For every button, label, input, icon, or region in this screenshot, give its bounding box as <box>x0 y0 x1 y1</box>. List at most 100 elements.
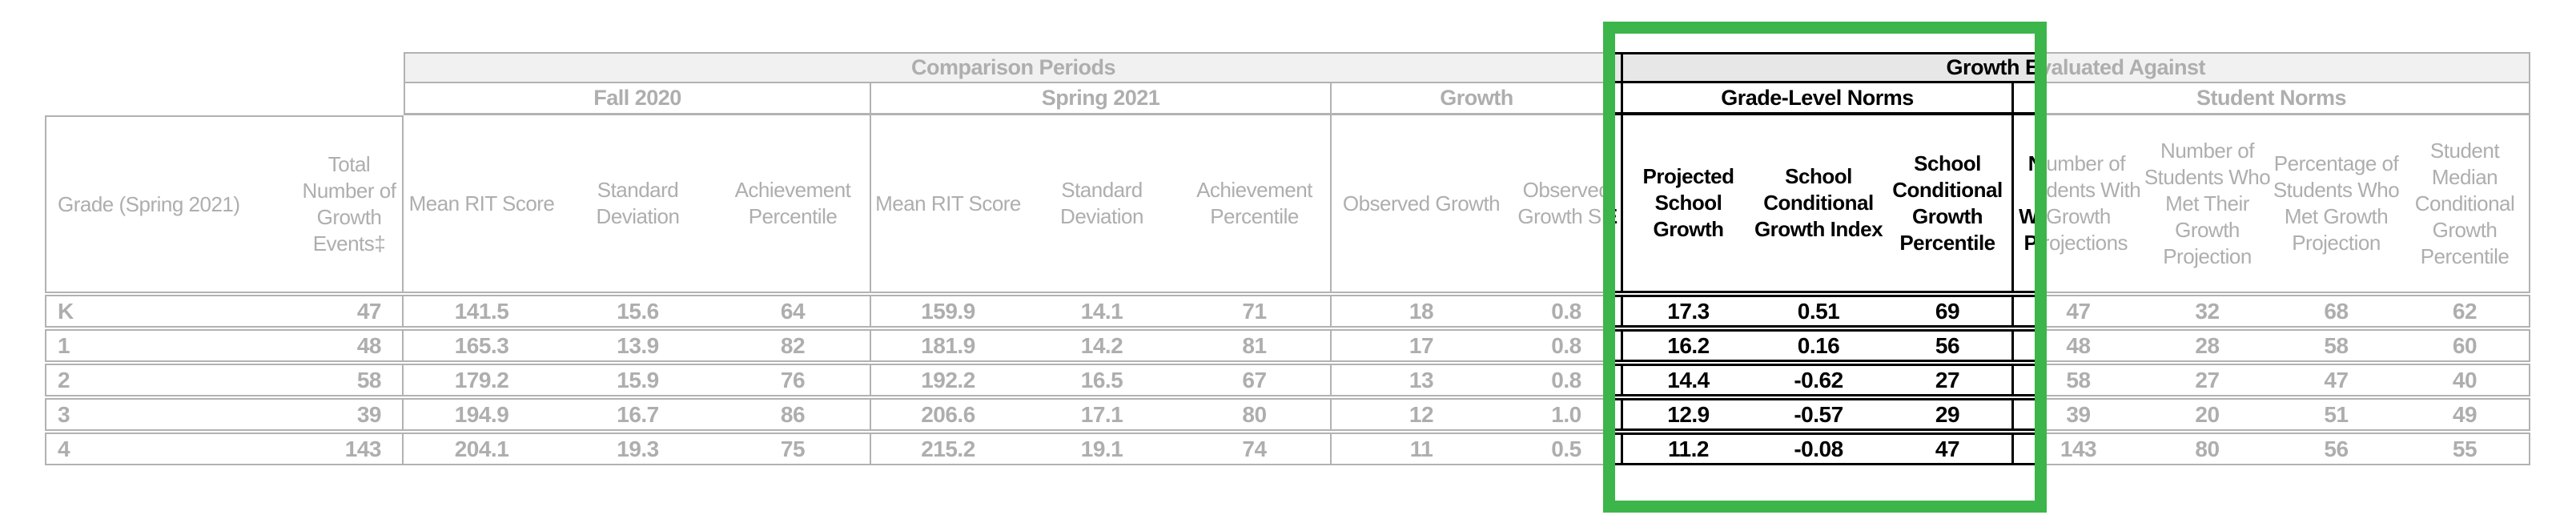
cell-fall_ach_pctl: 64 <box>716 295 871 328</box>
col-header-students_met_projection: Number of Students Who Met Their Growth … <box>2143 115 2272 293</box>
header-spacer <box>45 83 404 115</box>
cell-observed_growth_se: 0.8 <box>1615 329 1623 362</box>
cell-pct_met_projection: 68 <box>2272 295 2401 328</box>
table-row: K47141.515.664159.914.171180.817.30.5169… <box>45 295 2530 328</box>
cell-students_met_projection: 80 <box>2143 432 2272 465</box>
cell-school_cond_growth_index: -0.08 <box>1754 432 1883 465</box>
cell-students_met_projection: 28 <box>2143 329 2272 362</box>
cell-fall_ach_pctl: 76 <box>716 364 871 396</box>
cell-spring_ach_pctl: 80 <box>1179 398 1332 431</box>
cell-fall_mean_rit: 165.3 <box>404 329 560 362</box>
cell-fall_mean_rit: 204.1 <box>404 432 560 465</box>
header-row: Grade (Spring 2021)Total Number of Growt… <box>45 115 2530 293</box>
table-row: 258179.215.976192.216.567130.814.4-0.622… <box>45 364 2530 396</box>
section-header-growth: Growth <box>1332 83 1623 115</box>
cell-grade: K <box>45 295 296 328</box>
band-comparison-periods: Comparison Periods <box>1615 52 1623 83</box>
col-header-school_cond_growth_index: School Conditional Growth Index <box>1754 115 1883 293</box>
col-header-spring_std_dev: Standard Deviation <box>1025 115 1179 293</box>
cell-fall_std_dev: 19.3 <box>560 432 716 465</box>
cell-school_cond_growth_pctl: 56 <box>1883 329 2014 362</box>
cell-spring_std_dev: 16.5 <box>1025 364 1179 396</box>
section-header-grade-level-norms: Grade-Level Norms <box>1623 83 2014 115</box>
section-header-growth: Growth <box>1615 83 1623 115</box>
cell-observed_growth: 18 <box>1332 295 1511 328</box>
col-header-spring_ach_pctl: Achievement Percentile <box>1179 115 1332 293</box>
table-row: 148165.313.982181.914.281170.816.20.1656… <box>45 329 2530 362</box>
cell-school_cond_growth_index: -0.57 <box>1754 398 1883 431</box>
cell-students_with_projections: 47 <box>2014 295 2143 328</box>
cell-total_growth_events: 143 <box>296 432 404 465</box>
cell-observed_growth_se: 0.8 <box>1511 364 1623 396</box>
col-header-spring_mean_rit: Mean RIT Score <box>871 115 1025 293</box>
table-row: K47141.515.664159.914.171180.817.30.5169… <box>1615 295 2035 328</box>
section-header-fall-2020: Fall 2020 <box>404 83 871 115</box>
cell-students_with_projections: 39 <box>2014 398 2035 431</box>
cell-spring_ach_pctl: 74 <box>1179 432 1332 465</box>
cell-student_median_cond_growth_pctl: 62 <box>2401 295 2530 328</box>
table-row: 4143204.119.375215.219.174110.511.2-0.08… <box>45 432 2530 465</box>
header-spacer <box>45 52 404 83</box>
section-header-spring-2021: Spring 2021 <box>871 83 1332 115</box>
table-row: 148165.313.982181.914.281170.816.20.1656… <box>1615 329 2035 362</box>
cell-spring_std_dev: 19.1 <box>1025 432 1179 465</box>
col-header-observed_growth_se: Observed Growth SE <box>1511 115 1623 293</box>
cell-spring_mean_rit: 159.9 <box>871 295 1025 328</box>
cell-spring_ach_pctl: 81 <box>1179 329 1332 362</box>
cell-spring_std_dev: 14.1 <box>1025 295 1179 328</box>
cell-total_growth_events: 39 <box>296 398 404 431</box>
col-header-student_median_cond_growth_pctl: Student Median Conditional Growth Percen… <box>2401 115 2530 293</box>
cell-fall_ach_pctl: 75 <box>716 432 871 465</box>
cell-fall_mean_rit: 179.2 <box>404 364 560 396</box>
cell-fall_ach_pctl: 86 <box>716 398 871 431</box>
cell-school_cond_growth_pctl: 27 <box>1883 364 2014 396</box>
col-header-fall_std_dev: Standard Deviation <box>560 115 716 293</box>
cell-fall_std_dev: 13.9 <box>560 329 716 362</box>
cell-grade: 4 <box>45 432 296 465</box>
cell-spring_std_dev: 17.1 <box>1025 398 1179 431</box>
table-row: 4143204.119.375215.219.174110.511.2-0.08… <box>1615 432 2035 465</box>
cell-school_cond_growth_index: 0.16 <box>1754 329 1883 362</box>
cell-observed_growth_se: 1.0 <box>1615 398 1623 431</box>
cell-pct_met_projection: 47 <box>2272 364 2401 396</box>
cell-school_cond_growth_index: -0.62 <box>1754 364 1883 396</box>
col-header-total-growth-events: Total Number of Growth Events‡ <box>296 115 404 293</box>
cell-students_with_projections: 143 <box>2014 432 2035 465</box>
cell-students_with_projections: 47 <box>2014 295 2035 328</box>
col-header-pct_met_projection: Percentage of Students Who Met Growth Pr… <box>2272 115 2401 293</box>
cell-observed_growth: 12 <box>1332 398 1511 431</box>
cell-spring_mean_rit: 206.6 <box>871 398 1025 431</box>
cell-students_with_projections: 48 <box>2014 329 2035 362</box>
cell-spring_ach_pctl: 67 <box>1179 364 1332 396</box>
cell-observed_growth_se: 0.5 <box>1615 432 1623 465</box>
col-header-students_with_projections: Number of Students With Growth Projectio… <box>2014 115 2035 293</box>
cell-total_growth_events: 48 <box>296 329 404 362</box>
cell-students_with_projections: 58 <box>2014 364 2143 396</box>
band-comparison-periods: Comparison Periods <box>404 52 1623 83</box>
cell-student_median_cond_growth_pctl: 49 <box>2401 398 2530 431</box>
cell-projected_school_growth: 14.4 <box>1623 364 1754 396</box>
cell-student_median_cond_growth_pctl: 55 <box>2401 432 2530 465</box>
cell-school_cond_growth_pctl: 69 <box>1883 295 2014 328</box>
cell-observed_growth_se: 0.8 <box>1511 329 1623 362</box>
cell-observed_growth: 17 <box>1332 329 1511 362</box>
col-header-grade: Grade (Spring 2021) <box>45 115 296 293</box>
cell-fall_std_dev: 15.6 <box>560 295 716 328</box>
cell-observed_growth_se: 0.8 <box>1615 295 1623 328</box>
cell-students_with_projections: 39 <box>2014 398 2143 431</box>
cell-pct_met_projection: 58 <box>2272 329 2401 362</box>
cell-observed_growth: 11 <box>1332 432 1511 465</box>
cell-students_met_projection: 32 <box>2143 295 2272 328</box>
cell-pct_met_projection: 51 <box>2272 398 2401 431</box>
col-header-fall_ach_pctl: Achievement Percentile <box>716 115 871 293</box>
cell-grade: 1 <box>45 329 296 362</box>
col-header-school_cond_growth_pctl: School Conditional Growth Percentile <box>1883 115 2014 293</box>
col-header-observed_growth: Observed Growth <box>1332 115 1511 293</box>
band-growth-evaluated-against: Growth Evaluated Against <box>1623 52 2035 83</box>
